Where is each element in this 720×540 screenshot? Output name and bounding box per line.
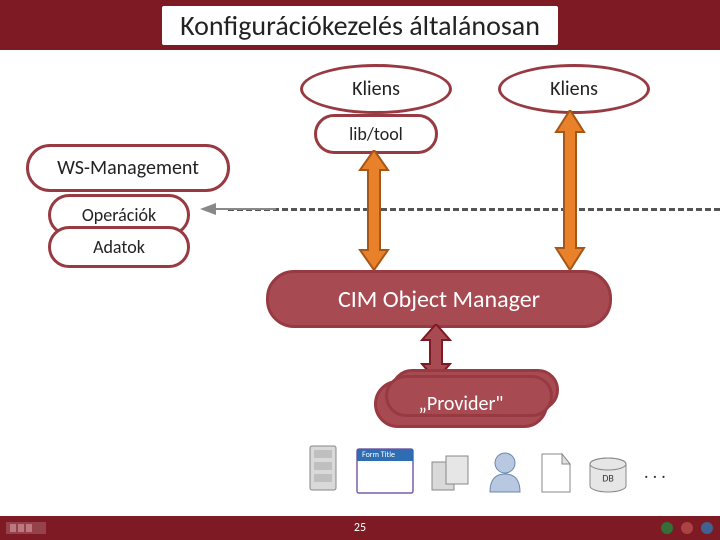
footer-right-deco	[660, 521, 714, 535]
arrow-ws-to-dashed	[198, 200, 278, 218]
database-icon: DB	[588, 456, 628, 499]
footer-left-deco	[6, 520, 46, 536]
node-operaciok-label: Operációk	[82, 204, 156, 226]
document-icon	[540, 452, 572, 499]
title-bar: Konfigurációkezelés általánosan	[0, 0, 720, 50]
node-kliens-right: Kliens	[498, 64, 650, 114]
node-adatok-label: Adatok	[93, 236, 145, 258]
database-icon-label: DB	[602, 471, 614, 484]
node-libtool: lib/tool	[314, 114, 438, 154]
node-kliens-left-label: Kliens	[352, 77, 400, 101]
arrow-kliens-right-to-cim	[552, 110, 588, 270]
node-cim-label: CIM Object Manager	[338, 285, 540, 314]
node-wsmanagement-label: WS-Management	[57, 156, 199, 180]
server-icon	[306, 444, 340, 499]
form-icon-label: Form Title	[362, 450, 395, 460]
devices-icon	[430, 454, 470, 499]
node-adatok: Adatok	[48, 226, 190, 268]
user-icon	[486, 450, 524, 499]
node-provider: „Provider"	[374, 380, 548, 428]
node-wsmanagement: WS-Management	[26, 144, 230, 192]
node-kliens-right-label: Kliens	[550, 77, 598, 101]
node-cim: CIM Object Manager	[266, 270, 612, 328]
form-icon: Form Title	[356, 448, 414, 499]
icon-row: Form Title DB . . .	[306, 444, 666, 499]
page-number: 25	[354, 521, 366, 535]
dashed-boundary	[228, 208, 720, 211]
node-kliens-left: Kliens	[300, 64, 452, 114]
node-libtool-label: lib/tool	[349, 123, 403, 145]
arrow-kliens-to-libtool	[356, 150, 392, 270]
footer-bar: 25	[0, 516, 720, 540]
page-title: Konfigurációkezelés általánosan	[162, 6, 558, 45]
trailing-dots: . . .	[644, 461, 666, 483]
node-provider-label: „Provider"	[419, 392, 504, 416]
